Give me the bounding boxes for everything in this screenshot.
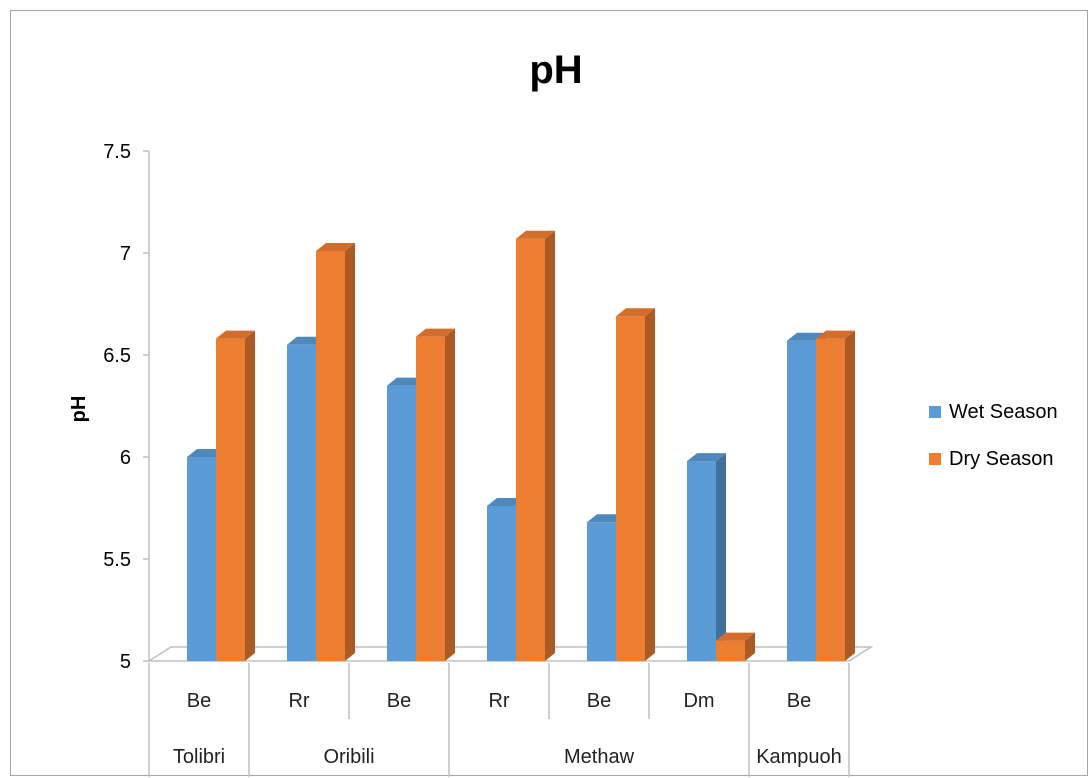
legend-item: Dry Season bbox=[929, 448, 1054, 470]
bar-side bbox=[245, 330, 255, 661]
bar-front bbox=[287, 344, 316, 661]
bar-top bbox=[816, 330, 855, 339]
bar-dry-season bbox=[616, 308, 655, 661]
y-tick-label: 7.5 bbox=[103, 141, 131, 163]
bar-front bbox=[416, 336, 445, 661]
bar-top bbox=[316, 242, 355, 251]
chart-title: pH bbox=[529, 48, 582, 92]
x-tick-label: Be bbox=[387, 690, 411, 712]
bar-dry-season bbox=[416, 328, 455, 661]
legend-swatch bbox=[929, 406, 941, 418]
x-group-label: Methaw bbox=[564, 746, 635, 768]
bar-front bbox=[187, 457, 216, 661]
bar-dry-season bbox=[716, 632, 755, 661]
bar-top bbox=[687, 453, 726, 462]
bar-side bbox=[645, 308, 655, 661]
bar-top bbox=[216, 330, 255, 339]
axes: 7.5 7 6.5 6 5.5 5 bbox=[103, 141, 150, 673]
y-tick-label: 6.5 bbox=[103, 345, 131, 367]
bar-front bbox=[687, 461, 716, 661]
x-group-label: Kampuoh bbox=[756, 746, 842, 768]
bar-front bbox=[316, 250, 345, 661]
legend-swatch bbox=[929, 453, 941, 465]
legend-item: Wet Season bbox=[929, 401, 1058, 423]
y-tick-label: 5.5 bbox=[103, 549, 131, 571]
bar-front bbox=[616, 316, 645, 661]
x-tick-label: Be bbox=[787, 690, 811, 712]
x-tick-label: Rr bbox=[488, 690, 509, 712]
y-tick-label: 7 bbox=[120, 243, 131, 265]
x-axis-ticks: Be Rr Be Rr Be Dm Be Tolibri Oribili Methaw Kampuo… bbox=[148, 663, 850, 777]
x-group-label: Tolibri bbox=[173, 746, 225, 768]
y-axis-label: pH bbox=[68, 396, 90, 423]
bar-wet-season bbox=[687, 453, 726, 661]
bar-top bbox=[716, 632, 755, 641]
x-tick-label: Dm bbox=[683, 690, 714, 712]
legend-label: Dry Season bbox=[949, 448, 1054, 470]
bars bbox=[187, 230, 855, 661]
bar-front bbox=[387, 385, 416, 661]
bar-front bbox=[216, 338, 245, 661]
x-group-label: Oribili bbox=[323, 746, 374, 768]
y-tick-label: 5 bbox=[120, 651, 131, 673]
bar-front bbox=[716, 640, 745, 661]
bar-dry-season bbox=[316, 242, 355, 661]
bar-dry-season bbox=[216, 330, 255, 661]
chart-canvas: pH pH 7.5 7 6.5 6 5.5 5 Be Rr Be Rr Be Dm Be Tolibri… bbox=[68, 48, 1058, 777]
bar-side bbox=[745, 632, 755, 661]
bar-front bbox=[587, 522, 616, 661]
bar-top bbox=[516, 230, 555, 239]
bar-front bbox=[787, 340, 816, 661]
bar-front bbox=[487, 505, 516, 661]
legend: Wet Season Dry Season bbox=[929, 401, 1058, 470]
legend-label: Wet Season bbox=[949, 401, 1058, 423]
bar-top bbox=[416, 328, 455, 337]
bar-side bbox=[545, 230, 555, 661]
bar-dry-season bbox=[516, 230, 555, 661]
bar-dry-season bbox=[816, 330, 855, 661]
bar-front bbox=[816, 338, 845, 661]
x-tick-label: Be bbox=[587, 690, 611, 712]
bar-side bbox=[445, 328, 455, 661]
y-tick-label: 6 bbox=[120, 447, 131, 469]
bar-front bbox=[516, 238, 545, 661]
chart-frame: pH pH 7.5 7 6.5 6 5.5 5 Be Rr Be Rr Be Dm Be Tolibri… bbox=[10, 10, 1088, 777]
bar-side bbox=[345, 242, 355, 661]
bar-side bbox=[716, 453, 726, 661]
bar-side bbox=[845, 330, 855, 661]
x-tick-label: Be bbox=[187, 690, 211, 712]
x-tick-label: Rr bbox=[288, 690, 309, 712]
bar-top bbox=[616, 308, 655, 317]
